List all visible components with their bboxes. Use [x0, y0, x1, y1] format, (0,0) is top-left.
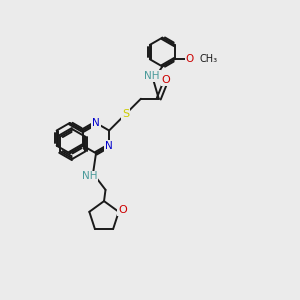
- Text: S: S: [122, 109, 129, 119]
- Text: O: O: [185, 54, 194, 64]
- Text: O: O: [162, 75, 171, 85]
- Text: NH: NH: [144, 71, 160, 81]
- Text: O: O: [118, 205, 127, 215]
- Text: N: N: [92, 118, 100, 128]
- Text: CH₃: CH₃: [200, 54, 218, 64]
- Text: N: N: [105, 141, 113, 151]
- Text: NH: NH: [82, 172, 97, 182]
